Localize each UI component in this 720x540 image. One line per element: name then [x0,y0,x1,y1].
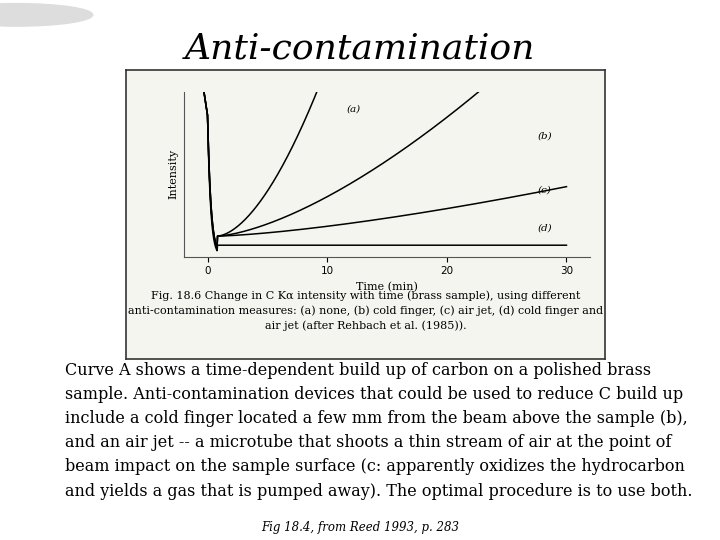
Text: (a): (a) [346,105,361,114]
Text: Curve A shows a time-dependent build up of carbon on a polished brass
sample. An: Curve A shows a time-dependent build up … [65,362,693,500]
Text: W: W [11,10,22,20]
Text: Fig 18.4, from Reed 1993, p. 283: Fig 18.4, from Reed 1993, p. 283 [261,521,459,534]
Text: UW-Madison Geology  777: UW-Madison Geology 777 [45,10,177,19]
Text: (c): (c) [538,186,552,195]
X-axis label: Time (min): Time (min) [356,282,418,292]
Y-axis label: Intensity: Intensity [168,149,178,199]
Circle shape [0,4,93,26]
Text: (d): (d) [538,224,552,233]
Text: Fig. 18.6 Change in C Kα intensity with time (brass sample), using different
ant: Fig. 18.6 Change in C Kα intensity with … [128,291,603,330]
Text: Anti-contamination: Anti-contamination [185,32,535,65]
Text: (b): (b) [538,131,552,140]
